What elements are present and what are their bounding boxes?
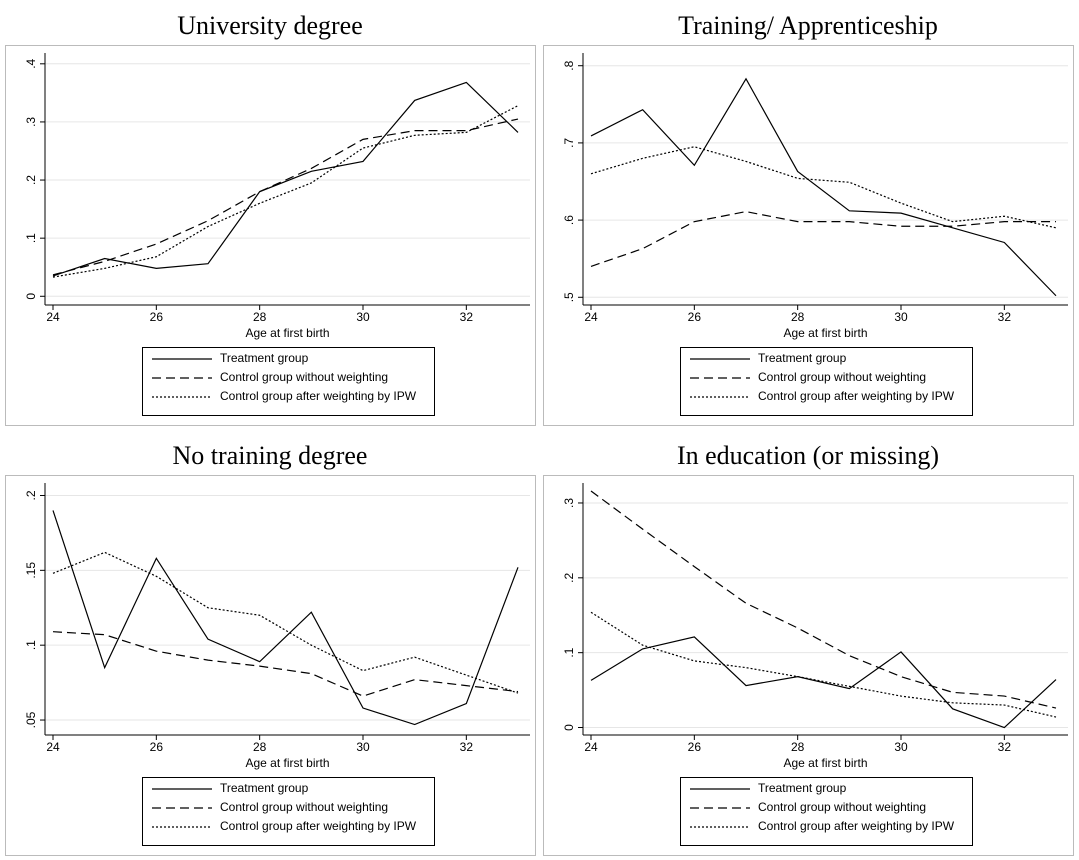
- y-tick-label: 0: [24, 293, 38, 300]
- chart-title: No training degree: [173, 441, 368, 470]
- chart-title: In education (or missing): [677, 441, 939, 470]
- y-tick-label: .2: [24, 175, 38, 185]
- x-tick-label: 28: [791, 310, 805, 324]
- y-tick-label: .1: [24, 233, 38, 243]
- legend-label: Control group without weighting: [220, 370, 388, 384]
- series-line: [52, 510, 519, 726]
- y-tick-label: .7: [562, 138, 576, 148]
- series-line: [590, 146, 1057, 229]
- x-tick-label: 30: [356, 310, 370, 324]
- legend-label: Control group after weighting by IPW: [758, 819, 955, 833]
- y-tick-label: .2: [562, 572, 576, 582]
- legend-label: Control group without weighting: [758, 370, 926, 384]
- x-tick-label: 24: [584, 310, 598, 324]
- legend-label: Control group after weighting by IPW: [220, 389, 417, 403]
- series-line: [590, 490, 1057, 709]
- y-tick-label: .2: [24, 490, 38, 500]
- series-line: [52, 105, 519, 278]
- legend-label: Control group without weighting: [758, 800, 926, 814]
- panel: Training/ Apprenticeship .5 .6 .7 .8 24 26 28 30…: [543, 11, 1074, 426]
- x-tick-label: 32: [460, 740, 474, 754]
- x-axis-title: Age at first birth: [783, 326, 867, 340]
- series-line: [52, 631, 519, 697]
- y-tick-label: .5: [562, 292, 576, 302]
- legend-label: Treatment group: [220, 781, 309, 795]
- y-tick-label: .05: [24, 711, 38, 728]
- y-tick-label: .6: [562, 215, 576, 225]
- series-line: [590, 210, 1056, 267]
- legend-label: Control group after weighting by IPW: [220, 819, 417, 833]
- x-tick-label: 24: [46, 740, 60, 754]
- x-tick-label: 24: [46, 310, 60, 324]
- legend-label: Treatment group: [758, 781, 847, 795]
- x-tick-label: 28: [253, 310, 267, 324]
- y-tick-label: .3: [562, 498, 576, 508]
- legend-label: Control group after weighting by IPW: [758, 389, 955, 403]
- x-tick-label: 30: [894, 740, 908, 754]
- x-tick-label: 28: [253, 740, 267, 754]
- series-line: [52, 118, 519, 276]
- panel: University degree 0 .1 .2 .3 .4 24 26 28 30 32 Age …: [5, 11, 536, 426]
- x-tick-label: 26: [150, 310, 164, 324]
- x-tick-label: 32: [998, 740, 1012, 754]
- legend-label: Control group without weighting: [220, 800, 388, 814]
- x-tick-label: 26: [150, 740, 164, 754]
- legend-label: Treatment group: [220, 351, 309, 365]
- chart-title: University degree: [177, 11, 363, 40]
- x-tick-label: 26: [688, 740, 702, 754]
- x-tick-label: 32: [460, 310, 474, 324]
- series-line: [590, 636, 1057, 729]
- series-line: [590, 77, 1057, 297]
- x-tick-label: 32: [998, 310, 1012, 324]
- series-line: [52, 81, 519, 277]
- x-tick-label: 24: [584, 740, 598, 754]
- x-axis-title: Age at first birth: [245, 326, 329, 340]
- x-tick-label: 26: [688, 310, 702, 324]
- y-tick-label: .15: [24, 562, 38, 579]
- panel: In education (or missing) 0 .1 .2 .3 24 26 28 30…: [543, 441, 1074, 856]
- legend-label: Treatment group: [758, 351, 847, 365]
- chart-title: Training/ Apprenticeship: [678, 11, 938, 40]
- x-axis-title: Age at first birth: [245, 756, 329, 770]
- series-line: [590, 611, 1057, 718]
- series-line: [52, 551, 519, 694]
- y-tick-label: .1: [562, 647, 576, 657]
- panel: No training degree .05 .1 .15 .2 24 26 28 30 32 Ag…: [5, 441, 536, 856]
- y-tick-label: 0: [562, 724, 576, 731]
- y-tick-label: .4: [24, 58, 38, 68]
- y-tick-label: .1: [24, 640, 38, 650]
- x-tick-label: 30: [894, 310, 908, 324]
- legend-box: [142, 777, 435, 846]
- y-tick-label: .8: [562, 60, 576, 70]
- x-tick-label: 30: [356, 740, 370, 754]
- x-tick-label: 28: [791, 740, 805, 754]
- y-tick-label: .3: [24, 117, 38, 127]
- x-axis-title: Age at first birth: [783, 756, 867, 770]
